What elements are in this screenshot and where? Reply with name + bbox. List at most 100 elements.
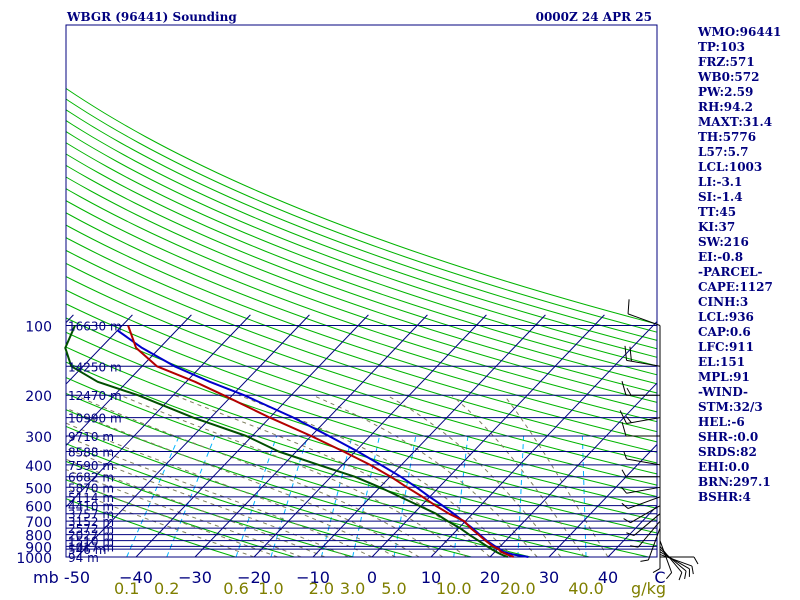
wind-barb-flag	[626, 387, 632, 396]
dry-adiabat-line	[65, 443, 413, 558]
sounding-index: CINH:3	[698, 295, 748, 309]
pressure-tick-label: 400	[25, 459, 52, 475]
sounding-index: SHR-:0.0	[698, 430, 758, 444]
isotherm-line	[65, 314, 192, 446]
sounding-index: -WIND-	[698, 385, 748, 399]
profiles	[64, 325, 529, 558]
pressure-tick-label: 100	[25, 320, 52, 336]
temperature-tick-label: −30	[178, 568, 212, 587]
sounding-index: WMO:96441	[697, 25, 781, 39]
dry-adiabat-line	[65, 88, 658, 325]
sounding-index: HEL:-6	[698, 415, 745, 429]
dry-adiabat-line	[65, 120, 658, 350]
temperature-profile-line	[127, 325, 514, 558]
wind-barb-flag	[619, 410, 627, 424]
wind-barb-flag	[678, 572, 683, 581]
height-label: 16630 m	[68, 320, 122, 334]
pressure-tick-label: 300	[25, 430, 52, 446]
sounding-index: TH:5776	[698, 130, 756, 144]
mixing-ratio-line	[393, 435, 417, 558]
dry-adiabat-line	[65, 346, 658, 534]
pressure-tick-label: 600	[25, 500, 52, 516]
dry-adiabat-line	[65, 237, 658, 443]
dry-adiabat-line	[65, 479, 295, 558]
sounding-index: MPL:91	[698, 370, 750, 384]
temperature-tick-labels: -50 −40 −30 −20 −10 0 10 20 30 40	[64, 568, 618, 587]
moist-adiabat-line	[451, 394, 585, 558]
dry-adiabat-line	[65, 276, 658, 475]
wind-barb-flag	[623, 451, 627, 460]
pressure-unit-label: mb	[33, 568, 59, 587]
temperature-tick-label: 40	[598, 568, 618, 587]
dry-adiabat-line	[65, 498, 236, 558]
sounding-index: CAP:0.6	[698, 325, 751, 339]
sounding-index: EL:151	[698, 355, 745, 369]
temperature-tick-label: 10	[421, 568, 441, 587]
wind-barb-staff	[630, 505, 661, 524]
sounding-index: LCL:1003	[698, 160, 762, 174]
mixing-ratio-labels: 0.1 0.2 0.6 1.0 2.0 3.0 5.0 10.0 20.0 40.0	[114, 579, 604, 598]
wind-barb-staff	[626, 458, 661, 466]
wind-barb-flag	[621, 502, 629, 509]
plot-border	[65, 24, 658, 558]
sounding-index: L57:5.7	[698, 145, 748, 159]
sounding-index: SRDS:82	[698, 445, 757, 459]
dry-adiabat-line	[65, 224, 658, 433]
wind-barb-flag	[620, 486, 627, 494]
moist-adiabat-line	[120, 394, 467, 558]
wind-barb-flag	[630, 545, 639, 548]
dewpoint-profile-line	[64, 325, 509, 558]
temperature-tick-label: −20	[237, 568, 271, 587]
wind-barb-staff	[627, 313, 661, 326]
moist-adiabat-line	[65, 435, 373, 558]
pressure-tick-label: 200	[25, 389, 52, 405]
temperature-unit-label: C	[654, 568, 665, 587]
height-label: 9710 m	[68, 430, 114, 444]
isotherm-line	[65, 314, 133, 385]
wind-barb-staff	[626, 486, 661, 494]
wind-barb-staff	[627, 496, 661, 509]
wind-barb-staff	[659, 540, 673, 573]
sounding-index: SW:216	[698, 235, 749, 249]
height-label: 6682 m	[68, 471, 114, 485]
height-label: 4410 m	[68, 500, 114, 514]
moist-adiabat-line	[312, 394, 538, 558]
sounding-index: PW:2.59	[698, 85, 753, 99]
chart-title: WBGR (96441) Sounding	[66, 10, 237, 24]
wind-barb-flag	[625, 416, 632, 423]
wind-barb-flag	[623, 518, 631, 524]
mixing-ratio-label: 0.1	[114, 579, 139, 598]
sounding-index: BSHR:4	[698, 490, 751, 504]
mixing-ratio-label: 10.0	[436, 579, 472, 598]
moist-adiabat-line	[65, 487, 255, 558]
mixing-ratio-label: 0.2	[154, 579, 179, 598]
sounding-index: LFC:911	[698, 340, 754, 354]
dry-adiabat-line	[65, 200, 658, 413]
mixing-ratio-label: 3.0	[340, 579, 365, 598]
sounding-index: TP:103	[698, 40, 745, 54]
isotherm-line	[65, 314, 74, 323]
height-label: 8588 m	[68, 445, 114, 459]
wind-barb-flag	[624, 345, 628, 361]
height-label: 94 m	[68, 551, 99, 565]
height-label: 5870 m	[68, 481, 114, 495]
sounding-index: LI:-3.1	[698, 175, 742, 189]
wind-barb-flag	[684, 570, 687, 580]
pressure-tick-label: 800	[25, 529, 52, 545]
moist-adiabat-line	[238, 394, 514, 558]
sounding-index: EHI:0.0	[698, 460, 749, 474]
moist-adiabat-line	[65, 458, 325, 558]
dry-adiabat-line	[65, 303, 658, 498]
observation-time: 0000Z 24 APR 25	[536, 10, 652, 24]
height-label: 2027 m	[68, 529, 114, 543]
isotherm-line	[607, 505, 658, 558]
wind-barb-flag	[640, 559, 649, 562]
dry-adiabat-line	[65, 164, 658, 385]
wind-barb-staff	[659, 551, 690, 570]
dry-adiabat-line	[65, 153, 658, 376]
sounding-index: -PARCEL-	[698, 265, 763, 279]
mixing-ratio-label: 0.6	[223, 579, 248, 598]
dry-adiabat-line	[65, 377, 649, 558]
